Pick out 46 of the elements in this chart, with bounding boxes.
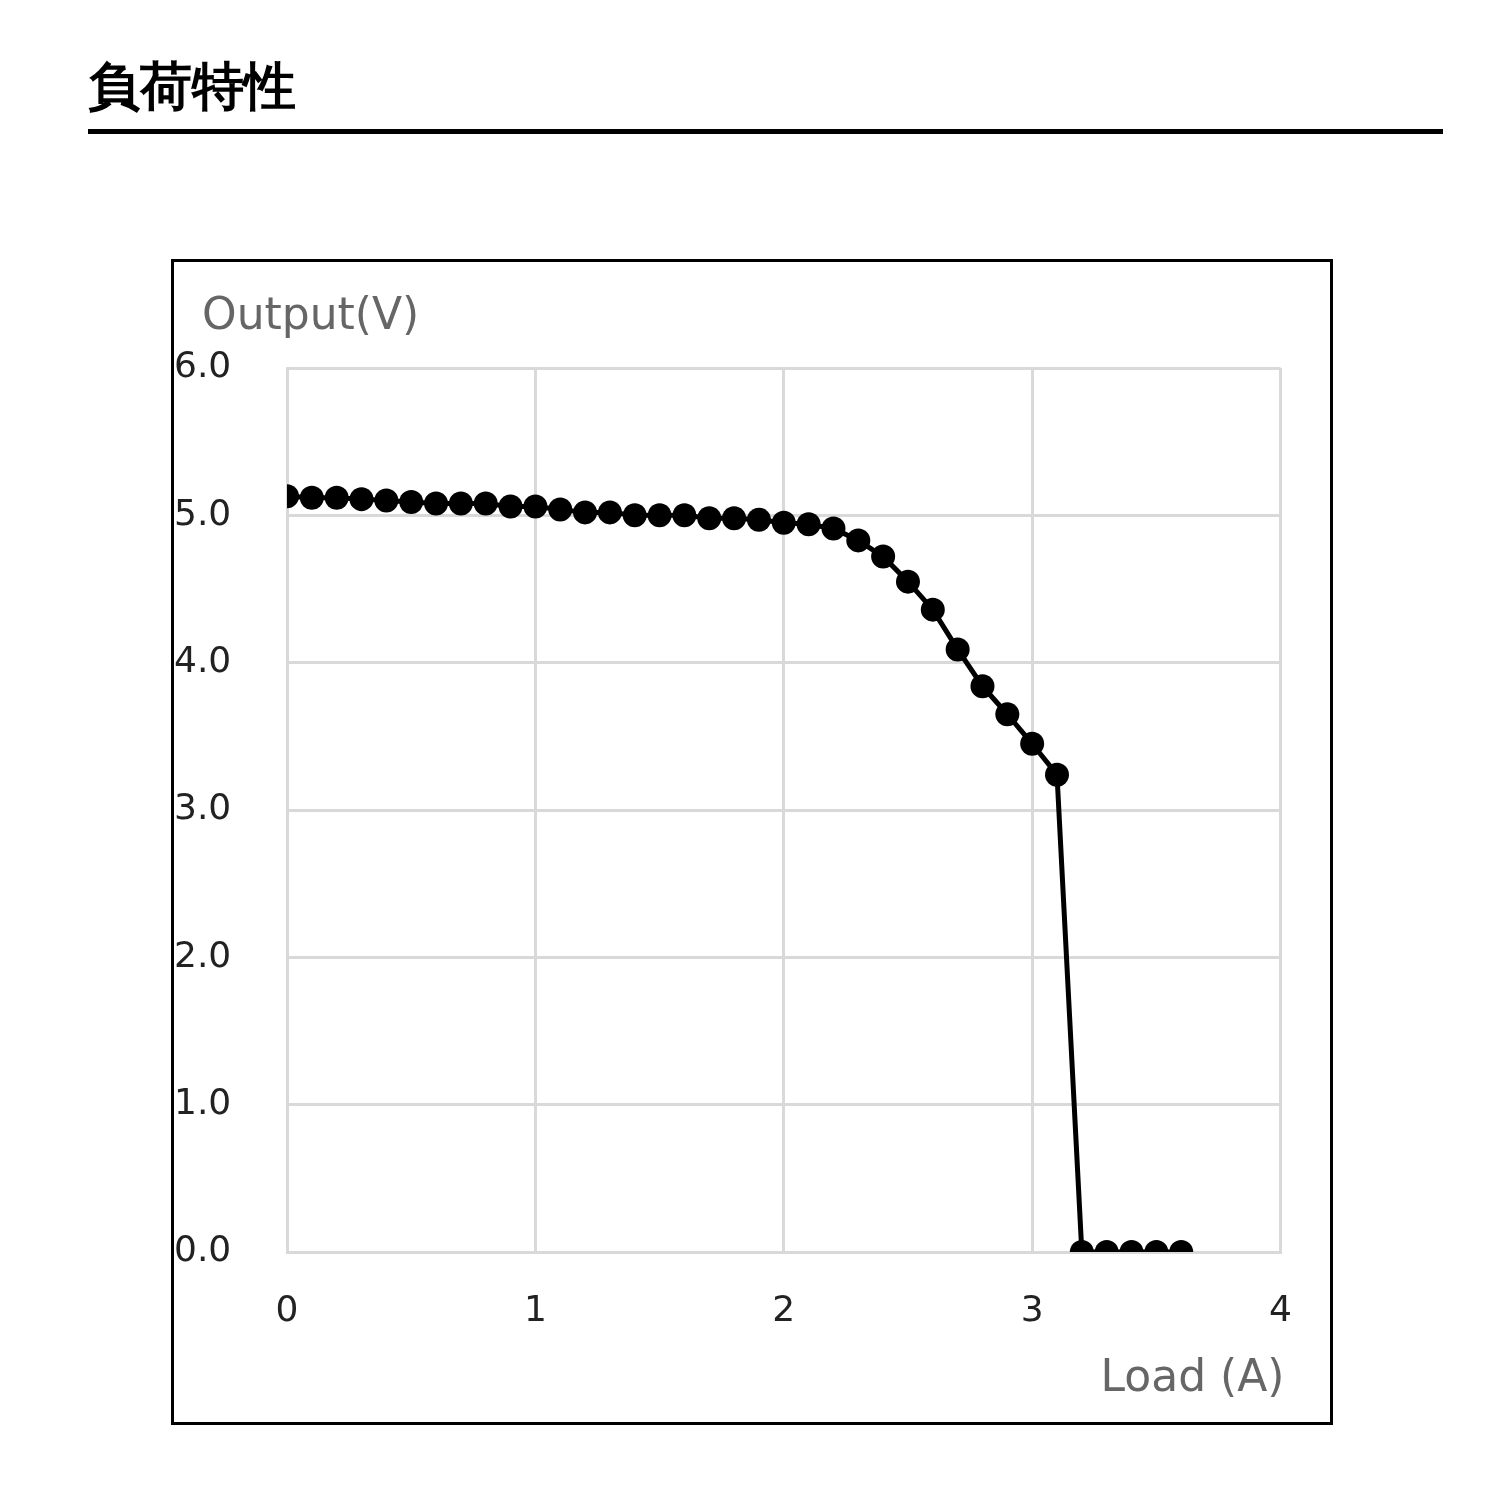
point <box>871 544 896 569</box>
y-tick-label: 0.0 <box>174 1228 232 1270</box>
x-tick-label: 0 <box>275 1287 299 1329</box>
point <box>324 485 349 510</box>
point <box>771 510 796 535</box>
x-tick-label: 2 <box>772 1287 796 1329</box>
point <box>945 637 970 662</box>
point <box>821 516 846 541</box>
y-tick-label: 4.0 <box>174 639 232 681</box>
point <box>920 597 945 622</box>
y-tick-label: 6.0 <box>174 344 232 386</box>
x-axis-title: Load (A) <box>1100 1350 1285 1402</box>
point <box>995 702 1020 727</box>
x-tick-label: 4 <box>1269 1287 1292 1329</box>
point <box>672 503 697 528</box>
point <box>796 512 821 537</box>
y-tick-label: 1.0 <box>174 1081 232 1123</box>
point <box>349 487 374 512</box>
point <box>697 506 722 531</box>
point <box>722 506 747 531</box>
point <box>523 494 548 519</box>
point <box>448 491 473 516</box>
point <box>1045 762 1069 787</box>
chart-title: 負荷特性 <box>88 56 1443 135</box>
point <box>498 494 523 519</box>
point <box>299 485 324 510</box>
point <box>647 503 672 528</box>
point <box>424 491 449 516</box>
point <box>597 500 622 525</box>
point <box>746 507 771 532</box>
point <box>970 674 995 699</box>
point <box>622 503 647 528</box>
x-tick-label: 3 <box>1020 1287 1044 1329</box>
x-tick-label: 1 <box>523 1287 547 1329</box>
y-tick-label: 5.0 <box>174 491 232 533</box>
point <box>374 488 399 513</box>
y-axis-title: Output(V) <box>202 288 420 340</box>
point <box>846 528 871 553</box>
point <box>895 569 920 594</box>
y-tick-label: 2.0 <box>174 933 232 975</box>
y-tick-label: 3.0 <box>174 786 232 828</box>
point <box>1020 731 1045 756</box>
point <box>548 497 573 522</box>
point <box>573 500 598 525</box>
point <box>473 491 498 516</box>
point <box>399 490 424 515</box>
